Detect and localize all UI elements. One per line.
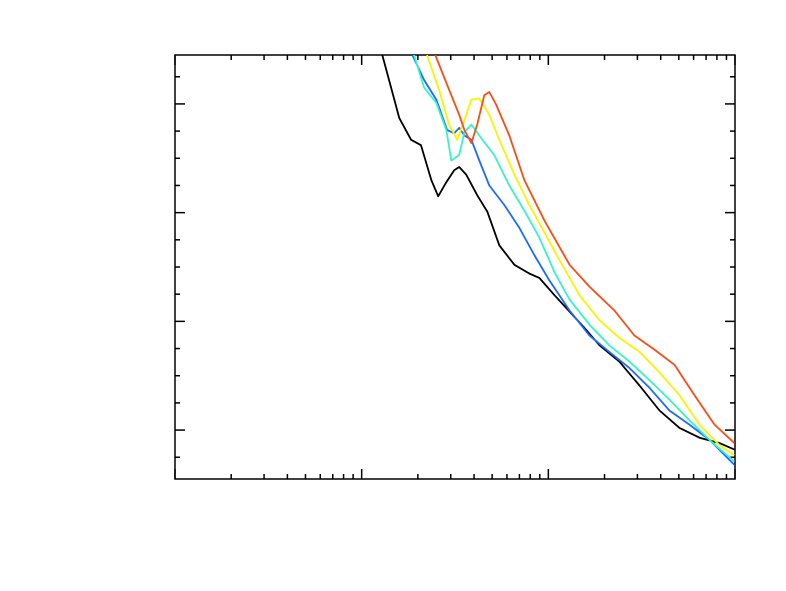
data-line — [426, 55, 735, 456]
plot-area — [381, 55, 735, 466]
data-line — [413, 55, 735, 463]
plot-frame — [174, 54, 736, 480]
data-line — [381, 55, 735, 451]
data-line — [434, 55, 735, 444]
data-line — [411, 55, 735, 466]
